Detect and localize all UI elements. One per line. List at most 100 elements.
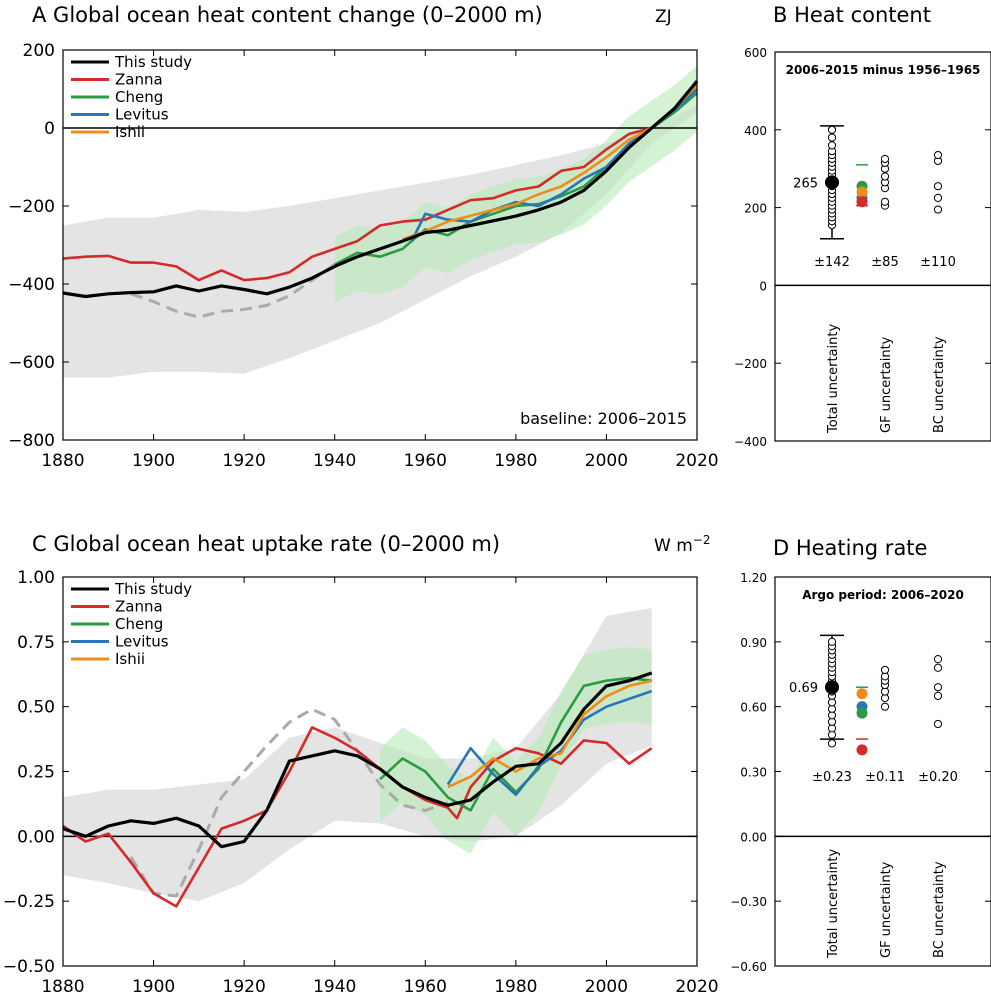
uncertainty-label: ±0.20: [918, 770, 958, 785]
y-tick-label: −200: [8, 197, 55, 217]
panel-A: 1880 1900 1920 1940 1960 1980 2000 20202000−200…: [8, 3, 718, 471]
y-tick-label: 600: [744, 46, 767, 60]
bc-point: [933, 691, 943, 700]
x-tick-label: 1900: [132, 977, 175, 997]
y-tick-label: 0: [759, 279, 767, 293]
series-line-levitus: [446, 689, 653, 797]
legend-label: Cheng: [115, 615, 163, 633]
series-line-this-study: [62, 80, 699, 299]
x-tick-label: 1880: [41, 451, 84, 471]
legend-label: Zanna: [115, 71, 163, 89]
cheng-band: [334, 65, 697, 303]
group-label: Total uncertainty: [826, 849, 841, 959]
x-tick-label: 2000: [585, 451, 628, 471]
panel-B: 600 400 200 0 −200 −400 B Heat content 2006–201…: [734, 3, 991, 449]
x-tick-label: 1940: [313, 977, 356, 997]
legend-label: Ishii: [115, 650, 145, 668]
series-line-this-study: [62, 671, 653, 849]
x-tick-label: 1900: [132, 451, 175, 471]
uncertainty-label: ±142: [814, 255, 850, 270]
group-label: BC uncertainty: [932, 336, 947, 433]
y-tick-label: −400: [734, 435, 767, 449]
bc-point: [933, 205, 943, 214]
y-tick-label: −400: [8, 275, 55, 295]
y-tick-label: 0.60: [740, 701, 767, 715]
uncertainty-label: ±0.23: [812, 770, 852, 785]
group-label: Total uncertainty: [826, 324, 841, 434]
legend-label: Ishii: [115, 123, 145, 141]
group-label: GF uncertainty: [879, 336, 894, 433]
bc-point: [933, 182, 943, 191]
y-tick-label: 0: [44, 119, 55, 139]
legend-label: This study: [114, 53, 192, 71]
legend-label: This study: [114, 580, 192, 598]
total-point: [827, 637, 837, 646]
x-tick-label: 1940: [313, 451, 356, 471]
y-tick-label: 0.00: [17, 827, 55, 847]
legend-label: Levitus: [115, 106, 169, 124]
bc-point: [933, 683, 943, 692]
bc-point: [933, 663, 943, 672]
x-tick-label: 1980: [494, 977, 537, 997]
total-point: [827, 133, 837, 142]
uncertainty-label: ±0.11: [865, 770, 905, 785]
mean-point: [825, 680, 839, 695]
panel-subtitle: 2006–2015 minus 1956–1965: [786, 63, 981, 77]
dataset-point-cheng: [856, 707, 868, 719]
total-point: [827, 125, 837, 134]
y-tick-label: −200: [734, 357, 767, 371]
x-tick-label: 2020: [675, 451, 718, 471]
dataset-point-zanna: [856, 196, 868, 208]
plot-frame: [774, 51, 991, 442]
y-tick-label: 0.25: [17, 763, 55, 783]
gf-point: [880, 197, 890, 206]
y-tick-label: 1.00: [17, 568, 55, 588]
series-line-cheng: [379, 676, 652, 812]
series-line-ishii: [447, 679, 652, 789]
group-label: BC uncertainty: [932, 861, 947, 958]
panel-D: 1.20 0.90 0.60 0.30 0.00 −0.30 −0.60 D Heating …: [730, 536, 991, 974]
x-tick-label: 1960: [404, 977, 447, 997]
group-label: GF uncertainty: [879, 861, 894, 958]
gf-point: [880, 702, 890, 711]
panel-title: B Heat content: [773, 3, 931, 27]
gf-point: [880, 154, 890, 164]
y-tick-label: −800: [8, 431, 55, 451]
dataset-point-ishii: [856, 186, 868, 198]
mean-label: 265: [793, 176, 818, 191]
plot-frame: [62, 49, 698, 441]
y-tick-label: −600: [8, 353, 55, 373]
y-tick-label: 0.30: [740, 766, 767, 780]
y-tick-label: −0.25: [3, 892, 55, 912]
legend-label: Cheng: [115, 88, 163, 106]
x-tick-label: 2000: [585, 977, 628, 997]
y-tick-label: 200: [23, 41, 55, 61]
legend-label: Zanna: [115, 598, 163, 616]
legend-label: Levitus: [115, 633, 169, 651]
bc-point: [933, 150, 943, 160]
panel-C: 1880 1900 1920 1940 1960 1980 2000 2020 1.00 0.75…: [3, 532, 719, 997]
y-tick-label: 200: [744, 202, 767, 216]
uncertainty-label: ±85: [871, 255, 898, 270]
panel-title: A Global ocean heat content change (0–20…: [32, 3, 543, 27]
dataset-point-ishii: [856, 688, 868, 700]
early-estimate-line: [130, 263, 336, 319]
panel-subtitle: Argo period: 2006–2020: [802, 588, 964, 602]
x-tick-label: 1920: [223, 977, 266, 997]
panel-title: C Global ocean heat uptake rate (0–2000 …: [32, 532, 500, 556]
y-tick-label: 0.50: [17, 698, 55, 718]
x-tick-label: 2020: [675, 977, 718, 997]
bc-point: [933, 719, 943, 729]
y-tick-label: 400: [744, 124, 767, 138]
x-tick-label: 1980: [494, 451, 537, 471]
y-tick-label: 0.75: [17, 633, 55, 653]
dataset-point-zanna: [856, 744, 868, 756]
early-estimate-line: [129, 707, 449, 898]
x-tick-label: 1880: [41, 977, 84, 997]
total-point: [827, 739, 837, 748]
unit-label: W m−2: [654, 533, 710, 556]
mean-label: 0.69: [789, 681, 818, 696]
y-tick-label: −0.30: [730, 895, 767, 909]
series-line-zanna: [62, 99, 689, 282]
